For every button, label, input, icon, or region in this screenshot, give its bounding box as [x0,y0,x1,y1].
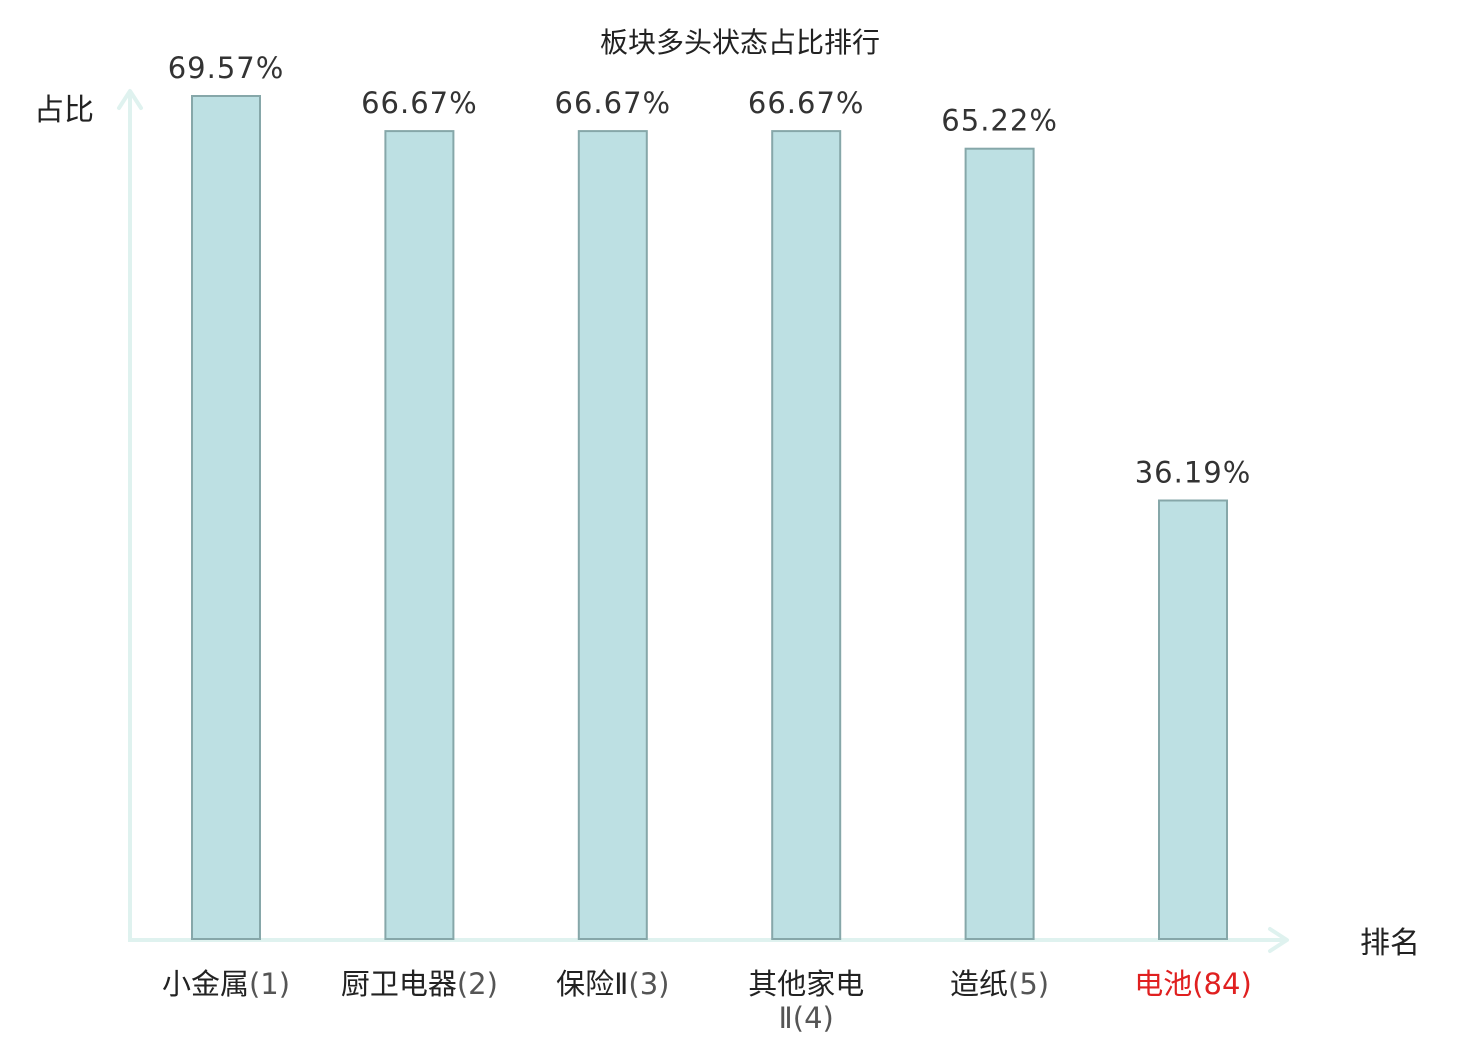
category-label: 小金属(1) [162,967,290,1001]
category-rank: (4) [793,1001,834,1035]
category-name: 电池 [1134,967,1192,1001]
category-rank: (2) [457,967,498,1001]
x-axis-label: 排名 [1360,926,1420,961]
category-label: 其他家电 Ⅱ(4) [748,967,864,1035]
category-name: 造纸 [950,967,1008,1001]
bar-value-label: 36.19% [1135,456,1252,490]
category-name: 小金属 [162,967,249,1001]
bar [964,147,1035,940]
category-label: 造纸(5) [950,967,1049,1001]
category-rank: (5) [1008,967,1049,1001]
bars-group [191,95,1228,941]
bar-value-label: 66.67% [361,86,478,120]
x-axis [128,927,1289,953]
category-name-line2: Ⅱ [779,1001,793,1035]
category-label: 电池(84) [1134,967,1252,1001]
bar [384,130,455,941]
bar-value-label: 66.67% [748,86,865,120]
category-rank: (84) [1192,967,1252,1001]
y-axis [117,89,143,940]
category-label: 厨卫电器(2) [341,967,498,1001]
bar [577,130,648,941]
bar [771,130,842,941]
chart-title: 板块多头状态占比排行 [600,26,880,59]
category-name: 保险Ⅱ [556,967,628,1001]
category-labels-group: 小金属(1) 厨卫电器(2) 保险Ⅱ(3) 其他家电 Ⅱ(4) 造纸(5) 电池(84) [162,967,1252,1035]
bar [1158,499,1228,940]
bar-value-label: 65.22% [941,104,1058,138]
y-axis-arrow [117,89,143,110]
y-axis-label: 占比 [34,93,94,128]
bar [191,95,261,940]
bar-value-label: 66.67% [555,86,672,120]
category-name: 厨卫电器 [341,967,457,1001]
value-labels-group: 69.57% 66.67% 66.67% 66.67% 65.22% 36.19% [168,51,1252,490]
category-rank: (1) [249,967,290,1001]
category-rank: (3) [628,967,669,1001]
x-axis-arrow [1268,927,1289,953]
category-label: 保险Ⅱ(3) [556,967,669,1001]
category-name: 其他家电 [748,967,864,1001]
bar-value-label: 69.57% [168,51,285,85]
